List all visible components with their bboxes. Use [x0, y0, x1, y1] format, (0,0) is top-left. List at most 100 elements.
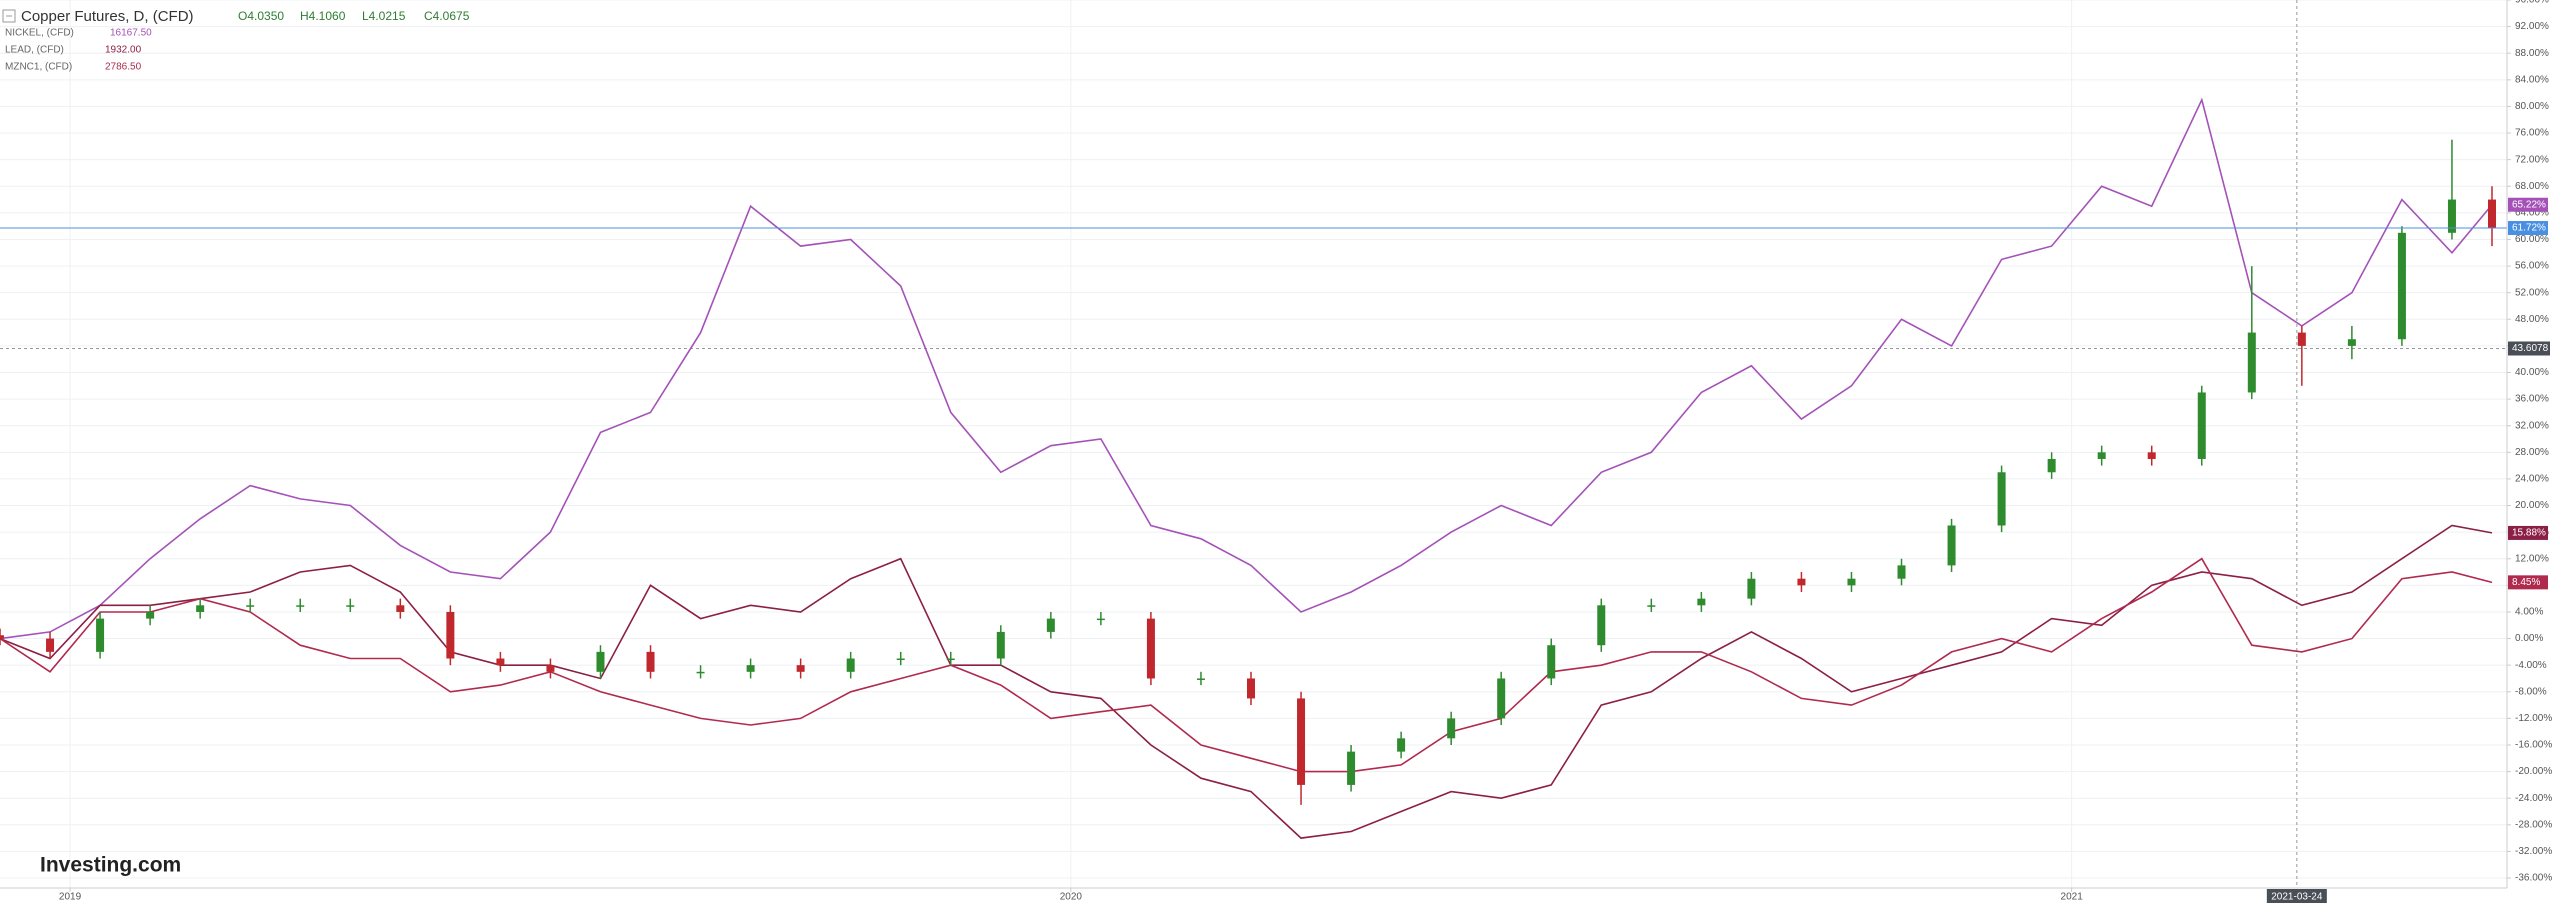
last-value-label: 15.88%: [2512, 528, 2546, 539]
candle-body: [1397, 738, 1406, 752]
candle-body: [2347, 339, 2356, 346]
candle-body: [496, 658, 505, 666]
candle-body: [1347, 751, 1356, 785]
y-tick-label: 56.00%: [2515, 261, 2549, 272]
ohlc-value: O4.0350: [238, 9, 284, 23]
y-tick-label: 28.00%: [2515, 447, 2549, 458]
candle-body: [146, 611, 155, 619]
candle-body: [246, 605, 255, 607]
candle-body: [796, 665, 805, 672]
y-tick-label: 40.00%: [2515, 367, 2549, 378]
candle-body: [1947, 525, 1956, 566]
y-tick-label: 48.00%: [2515, 314, 2549, 325]
candle-body: [1697, 598, 1706, 606]
candle-body: [346, 605, 355, 607]
legend: Copper Futures, D, (CFD): [2, 8, 194, 25]
candle-body: [2047, 458, 2056, 473]
ohlc-value: L4.0215: [362, 9, 406, 23]
y-tick-label: -32.00%: [2515, 846, 2552, 857]
y-tick-label: 76.00%: [2515, 128, 2549, 139]
candle-body: [1497, 678, 1506, 719]
legend-price: 16167.50: [110, 28, 152, 39]
y-tick-label: -20.00%: [2515, 766, 2552, 777]
candle-body: [1797, 578, 1806, 586]
legend-price: 2786.50: [105, 62, 142, 73]
legend-title: Copper Futures, D, (CFD): [21, 8, 194, 25]
series-line: [0, 97, 2493, 640]
candle-body: [1547, 645, 1556, 679]
candle-body: [0, 635, 4, 639]
legend-price: 1932.00: [105, 45, 142, 56]
y-tick-label: 24.00%: [2515, 474, 2549, 485]
candle-body: [1897, 565, 1906, 579]
y-tick-label: 88.00%: [2515, 48, 2549, 59]
candle-body: [46, 638, 55, 652]
x-tick-label: 2021: [2061, 892, 2084, 903]
candle-body: [596, 651, 605, 672]
y-tick-label: 96.00%: [2515, 0, 2549, 6]
y-tick-label: -4.00%: [2515, 660, 2547, 671]
candle-body: [646, 651, 655, 672]
crosshair-x-box: [2266, 889, 2327, 903]
candle-body: [2447, 199, 2456, 233]
last-value-box: [2508, 525, 2548, 540]
ohlc-value: C4.0675: [424, 9, 470, 23]
plot: [0, 0, 2507, 888]
candle-body: [1447, 718, 1456, 739]
y-tick-label: 80.00%: [2515, 101, 2549, 112]
candle-body: [1146, 618, 1155, 679]
last-value-label: 61.72%: [2512, 223, 2546, 234]
y-tick-label: -16.00%: [2515, 740, 2552, 751]
watermark: Investing.com: [40, 854, 181, 877]
crosshair-y-label: 43.6078: [2512, 343, 2549, 354]
candle-body: [696, 671, 705, 674]
x-tick-label: 2020: [1060, 892, 1083, 903]
y-tick-label: -28.00%: [2515, 819, 2552, 830]
crosshair-y-box: [2508, 341, 2550, 356]
candle-body: [1997, 472, 2006, 526]
y-tick-label: -12.00%: [2515, 713, 2552, 724]
candle-body: [546, 665, 555, 672]
candle-body: [2487, 199, 2496, 229]
y-tick-label: -24.00%: [2515, 793, 2552, 804]
candle-body: [1747, 578, 1756, 599]
candle-body: [1847, 578, 1856, 586]
candle-body: [1597, 605, 1606, 646]
candle-body: [296, 605, 305, 607]
legend-name: NICKEL, (CFD): [5, 28, 74, 39]
last-value-label: 65.22%: [2512, 199, 2546, 210]
candle-body: [96, 618, 105, 652]
collapse-icon[interactable]: [2, 9, 16, 23]
y-tick-label: 68.00%: [2515, 181, 2549, 192]
legend-name: LEAD, (CFD): [5, 45, 64, 56]
series-line: [0, 524, 2493, 839]
candle-body: [396, 605, 405, 612]
y-tick-label: 60.00%: [2515, 234, 2549, 245]
candle-body: [196, 605, 205, 612]
y-tick-label: -8.00%: [2515, 686, 2547, 697]
y-tick-label: 36.00%: [2515, 394, 2549, 405]
y-tick-label: 92.00%: [2515, 21, 2549, 32]
candle-body: [896, 658, 905, 661]
candle-body: [2097, 452, 2106, 459]
last-value-box: [2508, 197, 2548, 212]
series-line: [0, 557, 2493, 773]
candle-body: [1196, 678, 1205, 680]
candle-body: [1297, 698, 1306, 785]
candle-body: [1246, 678, 1255, 699]
crosshair-x-label: 2021-03-24: [2271, 892, 2323, 903]
candle-body: [2197, 392, 2206, 459]
candle-body: [1046, 618, 1055, 632]
y-tick-label: 0.00%: [2515, 633, 2543, 644]
axes: 96.00% 92.00% 88.00% 84.00% 80.00% 76.00% 72.0…: [59, 0, 2552, 903]
y-tick-label: 84.00%: [2515, 74, 2549, 85]
candle-body: [446, 611, 455, 659]
grid: [0, 0, 2507, 888]
y-tick-label: -36.00%: [2515, 873, 2552, 884]
y-tick-label: 72.00%: [2515, 154, 2549, 165]
legend-name: MZNC1, (CFD): [5, 62, 72, 73]
ohlc-value: H4.1060: [300, 9, 346, 23]
last-value-box: [2508, 575, 2548, 590]
candle-body: [996, 631, 1005, 659]
